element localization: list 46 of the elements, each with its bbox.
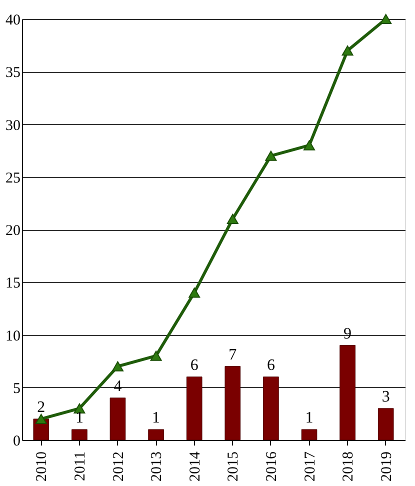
bar bbox=[72, 429, 88, 440]
point bbox=[150, 350, 162, 361]
data-label: 6 bbox=[266, 356, 275, 374]
data-label: 1 bbox=[305, 409, 314, 426]
point bbox=[35, 414, 47, 424]
x-tick-label: 2014 bbox=[187, 451, 204, 482]
y-tick-label: 20 bbox=[6, 223, 20, 239]
y-tick-label: 30 bbox=[6, 118, 20, 134]
x-tick-label: 2011 bbox=[72, 452, 88, 481]
bar bbox=[301, 429, 318, 440]
bar bbox=[224, 366, 241, 440]
x-tick-label: 2018 bbox=[340, 452, 357, 482]
bar bbox=[263, 376, 279, 440]
bar bbox=[378, 408, 394, 440]
x-tick-label: 2012 bbox=[110, 452, 127, 482]
point bbox=[380, 14, 392, 24]
y-tick-label: 35 bbox=[6, 65, 20, 82]
data-label: 1 bbox=[75, 409, 84, 426]
x-tick-label: 2013 bbox=[149, 452, 166, 482]
bar bbox=[340, 345, 356, 440]
point bbox=[74, 403, 86, 414]
bar bbox=[148, 429, 164, 440]
y-tick-label: 0 bbox=[13, 434, 20, 450]
data-label: 2 bbox=[37, 398, 46, 416]
y-tick-label: 25 bbox=[6, 170, 20, 186]
data-label: 6 bbox=[190, 356, 198, 374]
y-tick-label: 5 bbox=[13, 380, 20, 397]
y-tick-label: 15 bbox=[6, 276, 20, 292]
x-tick-label: 2010 bbox=[34, 452, 50, 482]
bar bbox=[110, 398, 126, 440]
x-tick-label: 2017 bbox=[302, 451, 318, 482]
x-tick-label: 2019 bbox=[378, 452, 395, 482]
data-label: 7 bbox=[228, 346, 237, 364]
x-tick-label: 2015 bbox=[226, 452, 242, 482]
y-tick-label: 10 bbox=[6, 328, 20, 344]
data-label: 3 bbox=[382, 388, 390, 406]
point bbox=[188, 288, 200, 298]
point bbox=[304, 140, 315, 150]
bar bbox=[186, 376, 202, 440]
x-tick-label: 2016 bbox=[264, 451, 280, 482]
point bbox=[112, 361, 124, 372]
point bbox=[265, 150, 277, 161]
data-label: 1 bbox=[152, 409, 160, 426]
point bbox=[342, 46, 354, 56]
point bbox=[226, 214, 238, 224]
y-tick-label: 40 bbox=[6, 12, 20, 28]
